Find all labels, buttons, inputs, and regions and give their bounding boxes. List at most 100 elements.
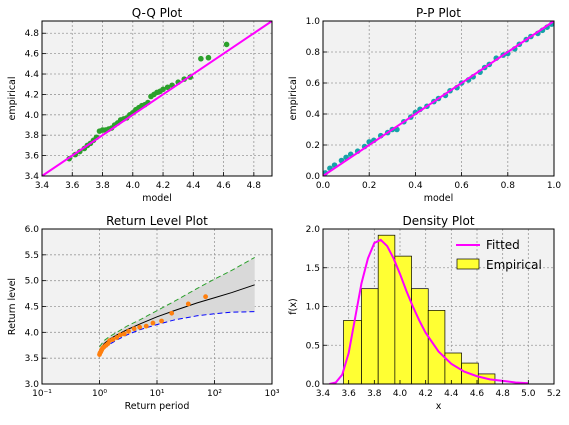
panel-3: 10⁻¹ 10⁰ 10¹ 10² 10³ 3.0 3.5 4.0 4.5 5.0 5.5 6.0 Ret… <box>7 214 280 412</box>
x-axis-label: x <box>436 401 442 412</box>
x-tick-label: 3.6 <box>65 181 80 191</box>
x-tick-label: 4.8 <box>496 389 511 399</box>
y-tick-label: 5.0 <box>25 277 40 287</box>
x-tick-label: 4.6 <box>470 389 485 399</box>
y-tick-label: 1.5 <box>306 264 320 274</box>
x-axis-label: model <box>424 193 454 204</box>
y-tick-label: 4.8 <box>25 29 40 39</box>
y-tick-label: 1.0 <box>306 17 321 27</box>
y-tick-label: 3.5 <box>25 354 39 364</box>
y-tick-label: 0.2 <box>306 141 320 151</box>
panel-4: Fitted Empirical 3.4 3.6 3.8 4.0 4.2 4.4 4.6 4.8 5… <box>288 214 561 412</box>
fitted-density-curve <box>329 238 529 384</box>
legend: Fitted Empirical <box>456 238 542 272</box>
observed-point <box>185 301 191 307</box>
y-tick-label: 4.2 <box>25 90 39 100</box>
observed-point <box>117 332 123 338</box>
observed-point <box>121 331 127 337</box>
y-tick-label: 4.4 <box>25 70 40 80</box>
y-tick-label: 0.6 <box>306 79 321 89</box>
data-point <box>223 41 230 48</box>
panel-2: 0.0 0.2 0.4 0.6 0.8 1.0 0.0 0.2 0.4 0.6 0.8 1.0 P-P … <box>288 6 561 204</box>
reference-line <box>323 21 554 176</box>
x-tick-label: 4.2 <box>156 181 170 191</box>
observed-point <box>137 324 143 330</box>
observed-point <box>126 328 131 334</box>
chart-title: P-P Plot <box>416 6 461 20</box>
y-tick-label: 0.0 <box>306 172 321 182</box>
x-tick-label: 4.4 <box>444 389 459 399</box>
legend-label-empirical: Empirical <box>486 258 542 272</box>
y-tick-label: 0.4 <box>306 110 321 120</box>
x-tick-label: 3.4 <box>316 389 331 399</box>
legend-label-fitted: Fitted <box>486 238 520 252</box>
y-tick-label: 3.8 <box>25 131 40 141</box>
confidence-band <box>99 257 255 356</box>
x-tick-label: 0.8 <box>501 181 516 191</box>
x-tick-label: 10⁻¹ <box>32 389 52 399</box>
x-tick-label: 1.0 <box>547 181 562 191</box>
x-tick-label: 5.2 <box>547 389 561 399</box>
x-tick-label: 4.4 <box>186 181 201 191</box>
y-tick-label: 6.0 <box>25 225 40 235</box>
histogram-bar <box>411 288 429 384</box>
y-tick-label: 3.4 <box>25 172 40 182</box>
plot-area <box>97 256 255 357</box>
x-tick-label: 4.0 <box>393 389 408 399</box>
x-tick-label: 10⁰ <box>92 389 107 399</box>
x-tick-label: 10¹ <box>149 389 164 399</box>
x-tick-label: 0.4 <box>408 181 423 191</box>
observed-point <box>114 335 120 340</box>
observed-point <box>150 320 156 326</box>
plot-area <box>323 21 554 176</box>
x-tick-label: 5.0 <box>521 389 536 399</box>
y-tick-label: 2.0 <box>306 225 321 235</box>
chart-title: Q-Q Plot <box>132 6 183 20</box>
axes-frame <box>322 20 555 177</box>
data-point <box>164 84 171 91</box>
y-tick-label: 3.0 <box>25 380 40 390</box>
x-tick-label: 4.2 <box>419 389 433 399</box>
y-tick-label: 4.5 <box>25 303 39 313</box>
data-point <box>160 86 166 93</box>
y-axis-label: f(x) <box>288 298 299 314</box>
observed-point <box>110 337 116 342</box>
y-axis-label: Return level <box>7 278 18 335</box>
histogram-bar <box>361 288 379 384</box>
plot-area <box>329 234 529 384</box>
x-tick-label: 3.6 <box>342 389 357 399</box>
y-axis-label: empirical <box>7 77 18 121</box>
panel-1: 3.4 3.6 3.8 4.0 4.2 4.4 4.6 4.8 3.4 3.6 3.8 4.0 4.2 4… <box>7 6 273 204</box>
y-tick-label: 5.5 <box>25 251 39 261</box>
y-tick-label: 3.6 <box>25 152 40 162</box>
chart-title: Return Level Plot <box>106 214 208 228</box>
x-tick-label: 3.8 <box>95 181 110 191</box>
data-point <box>205 54 212 61</box>
x-tick-label: 10³ <box>264 389 279 399</box>
x-tick-label: 0.2 <box>362 181 376 191</box>
x-tick-label: 4.0 <box>126 181 141 191</box>
x-tick-label: 3.8 <box>367 389 382 399</box>
x-tick-label: 4.8 <box>247 181 262 191</box>
y-tick-label: 0.0 <box>306 380 321 390</box>
y-axis-label: empirical <box>288 77 299 121</box>
x-tick-label: 0.0 <box>316 181 331 191</box>
x-tick-label: 4.6 <box>216 181 231 191</box>
histogram-bar <box>394 255 412 384</box>
y-tick-label: 0.5 <box>306 341 320 351</box>
x-axis-label: model <box>142 193 172 204</box>
legend-swatch-empirical <box>456 258 480 270</box>
axes-frame <box>41 20 273 177</box>
reference-line <box>42 21 272 176</box>
y-tick-label: 4.6 <box>25 50 40 60</box>
plot-area <box>42 21 272 176</box>
x-axis-label: Return period <box>125 401 190 412</box>
observed-point <box>131 326 137 332</box>
x-tick-label: 3.4 <box>35 181 50 191</box>
upper-bound-line <box>99 256 255 348</box>
y-tick-label: 1.0 <box>306 303 321 313</box>
observed-point <box>159 318 164 324</box>
observed-point <box>143 323 149 329</box>
x-tick-label: 0.6 <box>454 181 469 191</box>
